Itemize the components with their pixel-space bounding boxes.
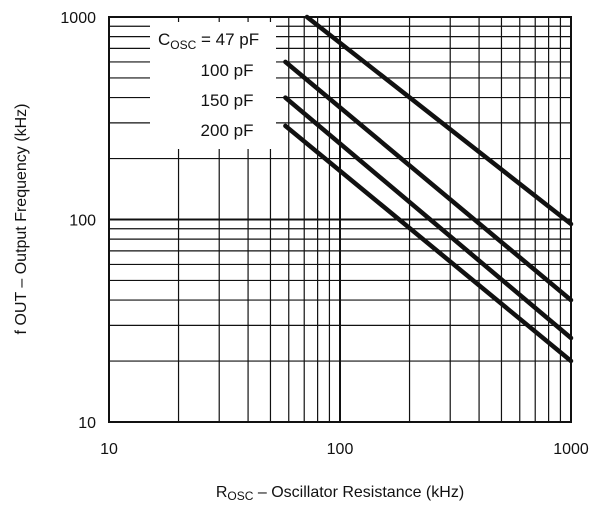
x-axis-title-main: R xyxy=(216,484,228,501)
grid xyxy=(108,16,572,423)
series-label-1: COSC = 47 pF xyxy=(158,30,259,52)
x-axis-title-rest: – Oscillator Resistance (kHz) xyxy=(253,484,464,501)
series-label-box xyxy=(150,22,276,149)
series-lines xyxy=(283,14,574,364)
series-line-3 xyxy=(283,95,574,341)
x-tick-label: 100 xyxy=(327,441,354,458)
x-tick-label: 1000 xyxy=(553,441,589,458)
x-tick-label: 10 xyxy=(100,441,118,458)
y-tick-label: 10 xyxy=(78,415,96,432)
x-axis-title: ROSC – Oscillator Resistance (kHz) xyxy=(216,484,464,503)
series-line-4 xyxy=(283,123,574,364)
tick-labels: 10 100 1000 10 100 1000 xyxy=(60,10,588,458)
y-axis-title: f OUT – Output Frequency (kHz) xyxy=(13,104,30,335)
series-label-4: 200 pF xyxy=(201,121,254,140)
series-label-3: 150 pF xyxy=(201,91,254,110)
series-labels: COSC = 47 pF 100 pF 150 pF 200 pF xyxy=(158,30,259,140)
x-axis-title-sub: OSC xyxy=(227,489,253,503)
series-line-2 xyxy=(283,59,574,303)
y-tick-label: 1000 xyxy=(60,10,96,27)
y-tick-label: 100 xyxy=(69,213,96,230)
series-line-1 xyxy=(304,14,574,227)
plot-frame xyxy=(108,16,572,423)
series-label-2: 100 pF xyxy=(201,61,254,80)
